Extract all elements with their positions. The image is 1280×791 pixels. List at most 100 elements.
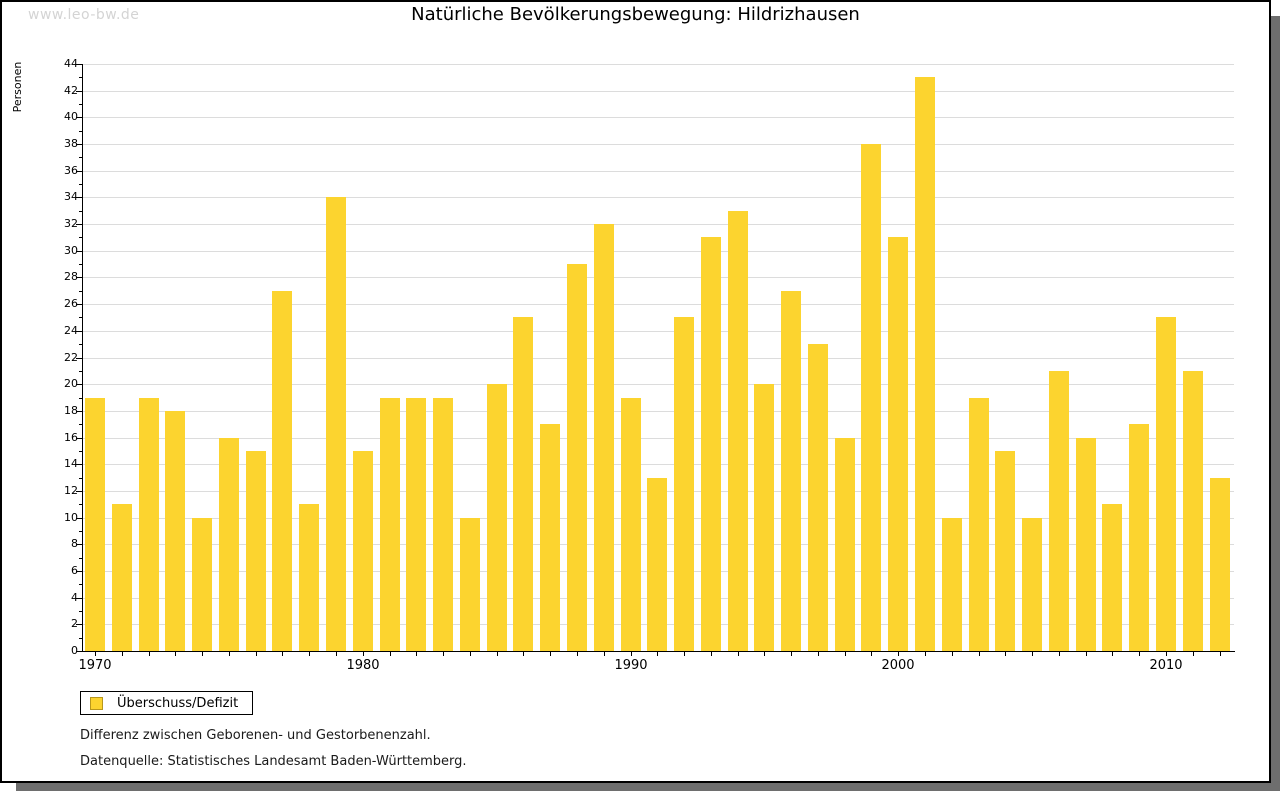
bar-1997	[808, 344, 828, 651]
bar-1983	[433, 398, 453, 651]
y-tick-label-28: 28	[64, 270, 78, 283]
gridline-44	[83, 64, 1234, 65]
bar-1995	[754, 384, 774, 651]
x-tick-2009	[1139, 652, 1140, 656]
y-tick-label-6: 6	[71, 564, 78, 577]
y-tick-16	[76, 438, 83, 439]
y-tick-10	[76, 518, 83, 519]
x-tick-2010	[1166, 652, 1167, 656]
bar-1970	[85, 398, 105, 651]
x-tick-2012	[1220, 652, 1221, 656]
bar-1991	[647, 478, 667, 651]
bar-1994	[728, 211, 748, 651]
x-tick-1976	[256, 652, 257, 656]
bar-1988	[567, 264, 587, 651]
gridline-30	[83, 251, 1234, 252]
bar-1982	[406, 398, 426, 651]
x-tick-2004	[1005, 652, 1006, 656]
x-tick-1971	[122, 652, 123, 656]
bar-2012	[1210, 478, 1230, 651]
x-tick-1977	[282, 652, 283, 656]
y-tick-26	[76, 304, 83, 305]
x-tick-1987	[550, 652, 551, 656]
y-tick-19	[79, 398, 83, 399]
y-tick-label-22: 22	[64, 351, 78, 364]
y-tick-39	[79, 131, 83, 132]
y-tick-17	[79, 424, 83, 425]
y-tick-28	[76, 277, 83, 278]
y-tick-label-4: 4	[71, 591, 78, 604]
legend-box: Überschuss/Defizit	[80, 691, 254, 715]
y-tick-43	[79, 77, 83, 78]
x-tick-1994	[738, 652, 739, 656]
y-tick-37	[79, 157, 83, 158]
x-tick-1998	[845, 652, 846, 656]
y-tick-3	[79, 611, 83, 612]
bar-1990	[621, 398, 641, 651]
y-tick-label-24: 24	[64, 324, 78, 337]
y-tick-35	[79, 184, 83, 185]
y-tick-33	[79, 211, 83, 212]
y-tick-label-32: 32	[64, 217, 78, 230]
bar-2002	[942, 518, 962, 651]
y-tick-31	[79, 237, 83, 238]
x-tick-1982	[416, 652, 417, 656]
bar-1996	[781, 291, 801, 651]
gridline-22	[83, 358, 1234, 359]
y-tick-label-44: 44	[64, 57, 78, 70]
plot-area	[82, 64, 1234, 652]
bar-2000	[888, 237, 908, 651]
gridline-42	[83, 91, 1234, 92]
y-tick-label-12: 12	[64, 484, 78, 497]
bar-1993	[701, 237, 721, 651]
bar-2005	[1022, 518, 1042, 651]
y-tick-2	[76, 624, 83, 625]
bar-1973	[165, 411, 185, 651]
y-tick-11	[79, 504, 83, 505]
bar-1987	[540, 424, 560, 651]
legend-label: Überschuss/Defizit	[117, 695, 239, 711]
gridline-36	[83, 171, 1234, 172]
x-tick-1988	[577, 652, 578, 656]
y-tick-label-2: 2	[71, 617, 78, 630]
y-tick-22	[76, 358, 83, 359]
x-tick-1980	[363, 652, 364, 656]
y-tick-27	[79, 291, 83, 292]
bar-2001	[915, 77, 935, 651]
gridline-38	[83, 144, 1234, 145]
y-tick-30	[76, 251, 83, 252]
watermark: www.leo-bw.de	[28, 7, 140, 23]
bar-1985	[487, 384, 507, 651]
x-tick-2002	[952, 652, 953, 656]
x-tick-1972	[149, 652, 150, 656]
y-tick-32	[76, 224, 83, 225]
bar-2008	[1102, 504, 1122, 651]
gridline-26	[83, 304, 1234, 305]
footnote-source: Datenquelle: Statistisches Landesamt Bad…	[80, 754, 467, 769]
y-tick-38	[76, 144, 83, 145]
y-tick-9	[79, 531, 83, 532]
x-tick-1991	[657, 652, 658, 656]
y-tick-1	[79, 638, 83, 639]
y-tick-4	[76, 598, 83, 599]
y-tick-label-14: 14	[64, 457, 78, 470]
y-tick-21	[79, 371, 83, 372]
y-tick-24	[76, 331, 83, 332]
y-tick-42	[76, 91, 83, 92]
bar-1984	[460, 518, 480, 651]
x-tick-1996	[791, 652, 792, 656]
x-tick-1973	[175, 652, 176, 656]
bar-2006	[1049, 371, 1069, 651]
y-tick-label-42: 42	[64, 84, 78, 97]
x-tick-2007	[1086, 652, 1087, 656]
bar-1974	[192, 518, 212, 651]
y-tick-label-36: 36	[64, 164, 78, 177]
y-tick-20	[76, 384, 83, 385]
y-tick-label-0: 0	[71, 644, 78, 657]
x-axis-line	[82, 651, 1235, 652]
bar-1981	[380, 398, 400, 651]
gridline-32	[83, 224, 1234, 225]
x-tick-label-2010: 2010	[1149, 658, 1183, 673]
